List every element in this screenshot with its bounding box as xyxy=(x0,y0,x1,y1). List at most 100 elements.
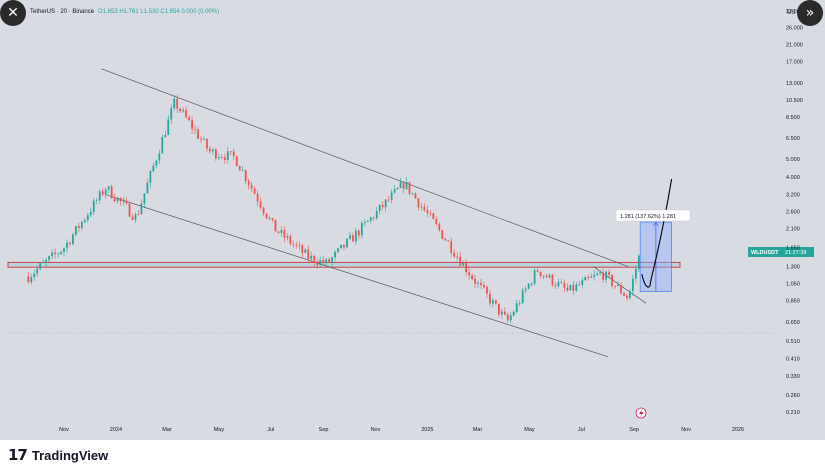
candle[interactable] xyxy=(569,284,572,291)
candle[interactable] xyxy=(122,196,125,206)
projection-path[interactable] xyxy=(641,178,673,288)
candle[interactable] xyxy=(369,216,372,224)
candle[interactable] xyxy=(27,272,30,284)
candle[interactable] xyxy=(530,282,533,287)
candle[interactable] xyxy=(33,269,36,281)
candle[interactable] xyxy=(378,204,381,215)
candle[interactable] xyxy=(581,277,584,288)
candle[interactable] xyxy=(632,274,634,296)
candle[interactable] xyxy=(250,181,253,193)
candle[interactable] xyxy=(194,124,196,135)
candle[interactable] xyxy=(542,275,545,280)
candle[interactable] xyxy=(363,218,366,227)
candle[interactable] xyxy=(119,197,122,206)
candle[interactable] xyxy=(247,178,250,190)
candle[interactable] xyxy=(30,273,33,285)
candle[interactable] xyxy=(584,275,587,281)
candle[interactable] xyxy=(602,268,605,283)
candle[interactable] xyxy=(232,148,235,161)
candle[interactable] xyxy=(605,270,607,284)
candle[interactable] xyxy=(566,283,569,292)
candle[interactable] xyxy=(414,192,417,199)
candle[interactable] xyxy=(185,106,188,119)
candle[interactable] xyxy=(283,225,286,243)
candle[interactable] xyxy=(387,195,390,202)
candle[interactable] xyxy=(366,220,369,223)
candle[interactable] xyxy=(98,189,101,204)
candle[interactable] xyxy=(164,130,167,138)
candle[interactable] xyxy=(450,237,453,258)
candle[interactable] xyxy=(557,278,560,289)
candle[interactable] xyxy=(212,147,214,156)
candle[interactable] xyxy=(325,257,328,267)
candle[interactable] xyxy=(316,258,319,269)
candle[interactable] xyxy=(548,273,551,279)
candle[interactable] xyxy=(77,222,80,233)
candle[interactable] xyxy=(286,233,289,241)
currency-badge[interactable]: US xyxy=(787,10,795,16)
candle[interactable] xyxy=(551,273,554,288)
candle[interactable] xyxy=(456,252,459,261)
candle[interactable] xyxy=(471,273,473,281)
candle[interactable] xyxy=(554,282,557,290)
candle[interactable] xyxy=(620,282,622,296)
candle[interactable] xyxy=(80,220,83,230)
candle[interactable] xyxy=(497,303,500,318)
candle[interactable] xyxy=(217,153,220,160)
candle[interactable] xyxy=(125,197,128,205)
candle[interactable] xyxy=(396,187,399,190)
candle[interactable] xyxy=(560,278,563,284)
candle[interactable] xyxy=(215,148,217,162)
candle[interactable] xyxy=(393,185,396,194)
candle[interactable] xyxy=(483,281,485,289)
candle[interactable] xyxy=(408,181,411,196)
candle[interactable] xyxy=(113,193,116,203)
candle[interactable] xyxy=(101,188,104,197)
candle[interactable] xyxy=(441,229,444,240)
candle[interactable] xyxy=(420,202,423,212)
candle[interactable] xyxy=(563,279,566,293)
price-chart[interactable]: 1.281 (137.62%) 1.281 WLDUSDT 21:27:38 0.2… xyxy=(0,0,825,440)
candle[interactable] xyxy=(86,212,89,223)
candle[interactable] xyxy=(274,219,277,232)
candle[interactable] xyxy=(390,188,393,204)
candle[interactable] xyxy=(54,248,56,259)
candle[interactable] xyxy=(268,215,271,221)
candle[interactable] xyxy=(375,207,378,220)
candle[interactable] xyxy=(158,149,161,164)
candle[interactable] xyxy=(170,104,173,125)
candle[interactable] xyxy=(51,249,53,260)
candle[interactable] xyxy=(474,274,476,289)
candle[interactable] xyxy=(152,162,155,173)
candle[interactable] xyxy=(533,267,536,286)
candle[interactable] xyxy=(116,197,119,204)
candle[interactable] xyxy=(521,287,524,305)
candle[interactable] xyxy=(453,249,456,259)
candle[interactable] xyxy=(182,107,185,113)
candle[interactable] xyxy=(384,199,387,212)
candle[interactable] xyxy=(66,239,68,253)
candle[interactable] xyxy=(596,270,599,276)
candle[interactable] xyxy=(188,115,190,122)
candle[interactable] xyxy=(149,170,152,188)
forward-button[interactable]: » xyxy=(797,0,823,26)
candle[interactable] xyxy=(435,216,438,227)
candle[interactable] xyxy=(223,153,226,165)
candle[interactable] xyxy=(167,115,170,136)
candle[interactable] xyxy=(611,273,613,289)
candle[interactable] xyxy=(447,239,450,242)
candle[interactable] xyxy=(334,250,336,261)
candle[interactable] xyxy=(349,232,351,240)
candle[interactable] xyxy=(462,260,465,266)
candle[interactable] xyxy=(262,206,265,217)
candle[interactable] xyxy=(509,311,512,323)
close-button[interactable]: ✕ xyxy=(0,0,26,26)
candle[interactable] xyxy=(173,94,176,111)
candle[interactable] xyxy=(155,159,158,169)
candle[interactable] xyxy=(402,181,405,194)
candle[interactable] xyxy=(36,265,39,277)
candle[interactable] xyxy=(220,153,223,160)
candle[interactable] xyxy=(637,253,640,273)
candle[interactable] xyxy=(301,243,304,258)
candle[interactable] xyxy=(304,247,307,254)
